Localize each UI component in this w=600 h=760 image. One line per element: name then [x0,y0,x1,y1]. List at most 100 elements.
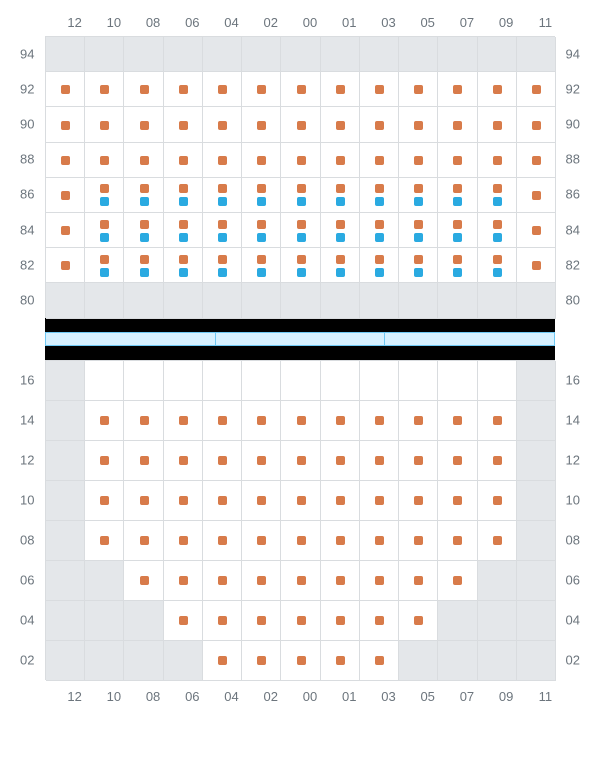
seat-cell[interactable] [46,37,85,72]
seat-orange[interactable] [257,156,266,165]
seat-orange[interactable] [375,184,384,193]
seat-orange[interactable] [179,220,188,229]
seat-cell[interactable] [399,361,438,401]
seat-cell[interactable] [124,248,163,283]
seat-cell[interactable] [46,481,85,521]
seat-cell[interactable] [124,361,163,401]
seat-cell[interactable] [399,283,438,318]
seat-cell[interactable] [360,178,399,213]
seat-orange[interactable] [257,184,266,193]
seat-orange[interactable] [100,85,109,94]
seat-cell[interactable] [517,561,556,601]
seat-orange[interactable] [100,156,109,165]
seat-cell[interactable] [85,561,124,601]
seat-cell[interactable] [203,178,242,213]
seat-cell[interactable] [360,283,399,318]
seat-cell[interactable] [517,521,556,561]
seat-blue[interactable] [297,233,306,242]
seat-orange[interactable] [297,255,306,264]
seat-orange[interactable] [297,220,306,229]
seat-cell[interactable] [399,178,438,213]
seat-orange[interactable] [414,156,423,165]
seat-orange[interactable] [297,576,306,585]
seat-cell[interactable] [242,248,281,283]
seat-cell[interactable] [203,361,242,401]
seat-orange[interactable] [179,616,188,625]
seat-orange[interactable] [179,496,188,505]
seat-orange[interactable] [453,121,462,130]
seat-blue[interactable] [297,268,306,277]
seat-cell[interactable] [281,37,320,72]
seat-blue[interactable] [179,268,188,277]
seat-orange[interactable] [179,456,188,465]
seat-cell[interactable] [164,283,203,318]
seat-orange[interactable] [140,184,149,193]
seat-blue[interactable] [140,197,149,206]
seat-orange[interactable] [100,456,109,465]
seat-orange[interactable] [297,416,306,425]
seat-orange[interactable] [453,184,462,193]
seat-orange[interactable] [257,496,266,505]
seat-orange[interactable] [218,616,227,625]
seat-orange[interactable] [375,536,384,545]
seat-cell[interactable] [478,178,517,213]
seat-blue[interactable] [218,197,227,206]
seat-cell[interactable] [85,37,124,72]
seat-cell[interactable] [85,361,124,401]
seat-orange[interactable] [532,121,541,130]
seat-blue[interactable] [100,197,109,206]
seat-cell[interactable] [478,37,517,72]
seat-blue[interactable] [257,268,266,277]
seat-orange[interactable] [336,255,345,264]
seat-orange[interactable] [453,456,462,465]
seat-cell[interactable] [124,213,163,248]
seat-cell[interactable] [517,641,556,681]
seat-orange[interactable] [414,416,423,425]
seat-blue[interactable] [493,197,502,206]
seat-orange[interactable] [336,85,345,94]
seat-orange[interactable] [297,616,306,625]
seat-orange[interactable] [375,85,384,94]
seat-blue[interactable] [140,268,149,277]
seat-cell[interactable] [85,601,124,641]
seat-orange[interactable] [297,184,306,193]
seat-cell[interactable] [203,248,242,283]
seat-cell[interactable] [321,248,360,283]
seat-orange[interactable] [493,220,502,229]
seat-cell[interactable] [85,248,124,283]
seat-cell[interactable] [517,283,556,318]
seat-cell[interactable] [517,481,556,521]
seat-orange[interactable] [336,576,345,585]
seat-orange[interactable] [297,456,306,465]
seat-orange[interactable] [218,456,227,465]
seat-cell[interactable] [321,37,360,72]
seat-orange[interactable] [336,220,345,229]
seat-cell[interactable] [85,213,124,248]
seat-orange[interactable] [453,85,462,94]
seat-orange[interactable] [532,85,541,94]
seat-orange[interactable] [375,456,384,465]
seat-orange[interactable] [493,255,502,264]
seat-cell[interactable] [438,248,477,283]
seat-orange[interactable] [375,255,384,264]
seat-cell[interactable] [164,213,203,248]
seat-blue[interactable] [336,233,345,242]
seat-blue[interactable] [100,268,109,277]
seat-orange[interactable] [336,456,345,465]
seat-cell[interactable] [281,361,320,401]
seat-orange[interactable] [493,184,502,193]
seat-cell[interactable] [203,37,242,72]
seat-orange[interactable] [100,536,109,545]
seat-cell[interactable] [46,561,85,601]
seat-orange[interactable] [140,121,149,130]
seat-orange[interactable] [140,576,149,585]
seat-orange[interactable] [100,220,109,229]
seat-orange[interactable] [257,616,266,625]
seat-orange[interactable] [257,536,266,545]
seat-orange[interactable] [414,85,423,94]
seat-orange[interactable] [336,656,345,665]
seat-blue[interactable] [218,233,227,242]
seat-cell[interactable] [360,37,399,72]
seat-cell[interactable] [517,401,556,441]
seat-orange[interactable] [218,536,227,545]
